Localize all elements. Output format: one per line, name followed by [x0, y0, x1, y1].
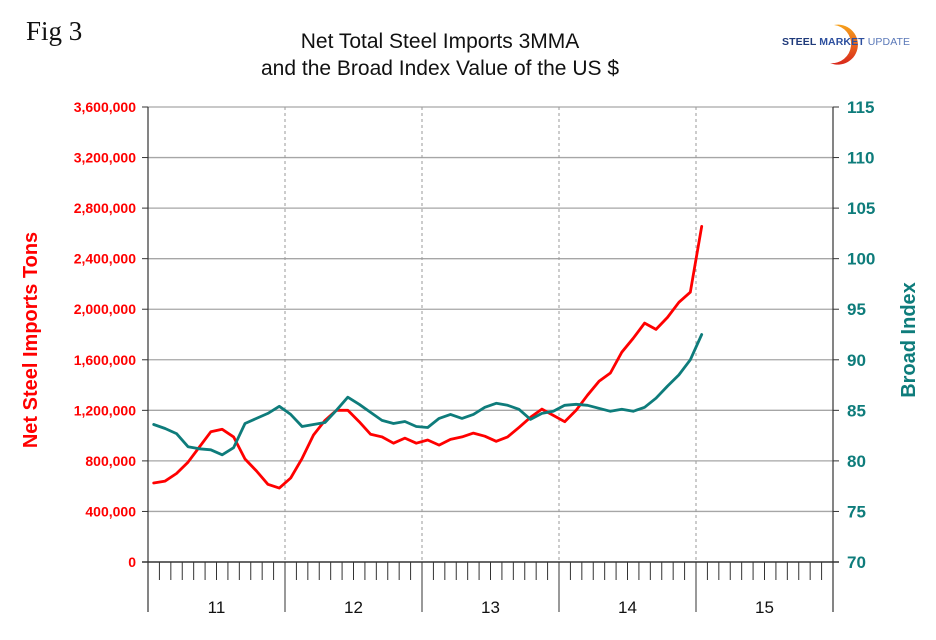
x-year-label: 15	[755, 598, 774, 617]
right-tick-label: 115	[847, 98, 874, 117]
right-tick-label: 80	[847, 452, 866, 471]
left-tick-label: 400,000	[85, 503, 136, 519]
left-tick-label: 2,800,000	[74, 200, 136, 216]
logo-word-market: MARKET	[819, 36, 865, 48]
chart-title-line2: and the Broad Index Value of the US $	[260, 57, 620, 80]
right-tick-label: 85	[847, 401, 866, 420]
logo-swoosh-icon	[830, 24, 858, 65]
right-tick-label: 70	[847, 553, 866, 572]
left-tick-label: 3,200,000	[74, 150, 136, 166]
right-tick-label: 75	[847, 502, 866, 521]
series-line-broad-index	[152, 333, 704, 457]
chart-title: Net Total Steel Imports 3MMA and the Bro…	[230, 28, 650, 82]
left-tick-label: 1,600,000	[74, 352, 136, 368]
right-tick-label: 95	[847, 300, 866, 319]
right-tick-label: 105	[847, 199, 875, 218]
logo-text: STEEL MARKET UPDATE	[782, 36, 910, 48]
right-y-ticks: 70 75 80 85 90 95 100 105 110 115	[833, 98, 875, 572]
x-axis: 11 12 13 14 15	[147, 562, 834, 617]
left-tick-label: 2,400,000	[74, 251, 136, 267]
x-year-label: 14	[618, 598, 637, 617]
chart-title-line1: Net Total Steel Imports 3MMA	[300, 30, 580, 53]
logo-word-update: UPDATE	[867, 36, 911, 48]
steel-market-update-logo: STEEL MARKET UPDATE	[782, 22, 922, 66]
series-line-net-steel-imports	[152, 224, 704, 490]
figure-label: Fig 3	[26, 16, 83, 46]
gridlines	[148, 106, 833, 562]
series-lines	[152, 224, 704, 490]
logo-word-steel: STEEL	[782, 36, 817, 48]
left-y-ticks: 0 400,000 800,000 1,200,000 1,600,000 2,000,0…	[74, 99, 148, 570]
left-tick-label: 0	[128, 554, 136, 570]
x-year-label: 11	[208, 598, 226, 617]
y-axis-label-left: Net Steel Imports Tons	[20, 232, 42, 448]
right-tick-label: 110	[847, 149, 874, 168]
y-axis-label-right: Broad Index	[898, 282, 920, 398]
right-tick-label: 100	[847, 250, 875, 269]
x-year-label: 12	[344, 598, 363, 617]
left-tick-label: 2,000,000	[74, 301, 136, 317]
right-tick-label: 90	[847, 351, 866, 370]
x-year-label: 13	[481, 598, 500, 617]
left-tick-label: 1,200,000	[74, 402, 136, 418]
left-tick-label: 3,600,000	[74, 99, 136, 115]
left-tick-label: 800,000	[85, 453, 136, 469]
